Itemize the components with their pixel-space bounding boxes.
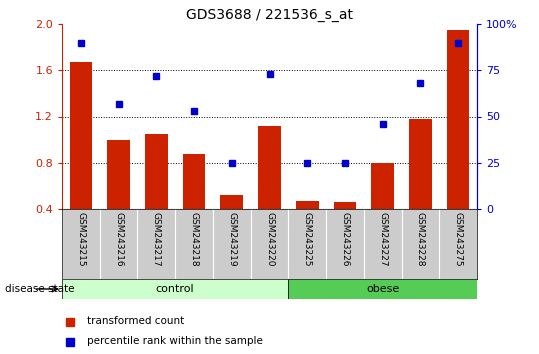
Text: obese: obese bbox=[366, 284, 399, 294]
Text: GSM243217: GSM243217 bbox=[152, 212, 161, 267]
Bar bbox=[145, 134, 168, 209]
Bar bbox=[220, 195, 243, 209]
Text: GSM243218: GSM243218 bbox=[190, 212, 198, 267]
Bar bbox=[62, 279, 288, 299]
Bar bbox=[183, 154, 205, 209]
Text: disease state: disease state bbox=[5, 284, 75, 294]
Bar bbox=[447, 30, 469, 209]
Text: GSM243220: GSM243220 bbox=[265, 212, 274, 267]
Title: GDS3688 / 221536_s_at: GDS3688 / 221536_s_at bbox=[186, 7, 353, 22]
Bar bbox=[258, 126, 281, 209]
Text: GSM243275: GSM243275 bbox=[454, 212, 462, 267]
Text: GSM243226: GSM243226 bbox=[341, 212, 349, 267]
Bar bbox=[296, 201, 319, 209]
Bar bbox=[371, 163, 394, 209]
Text: GSM243219: GSM243219 bbox=[227, 212, 236, 267]
Text: GSM243216: GSM243216 bbox=[114, 212, 123, 267]
Bar bbox=[288, 279, 477, 299]
Text: control: control bbox=[156, 284, 195, 294]
Bar bbox=[70, 62, 92, 209]
Bar bbox=[409, 119, 432, 209]
Text: GSM243227: GSM243227 bbox=[378, 212, 387, 267]
Text: transformed count: transformed count bbox=[87, 316, 184, 326]
Text: GSM243228: GSM243228 bbox=[416, 212, 425, 267]
Text: GSM243215: GSM243215 bbox=[77, 212, 85, 267]
Text: GSM243225: GSM243225 bbox=[303, 212, 312, 267]
Bar bbox=[107, 139, 130, 209]
Text: percentile rank within the sample: percentile rank within the sample bbox=[87, 337, 262, 347]
Bar bbox=[334, 202, 356, 209]
